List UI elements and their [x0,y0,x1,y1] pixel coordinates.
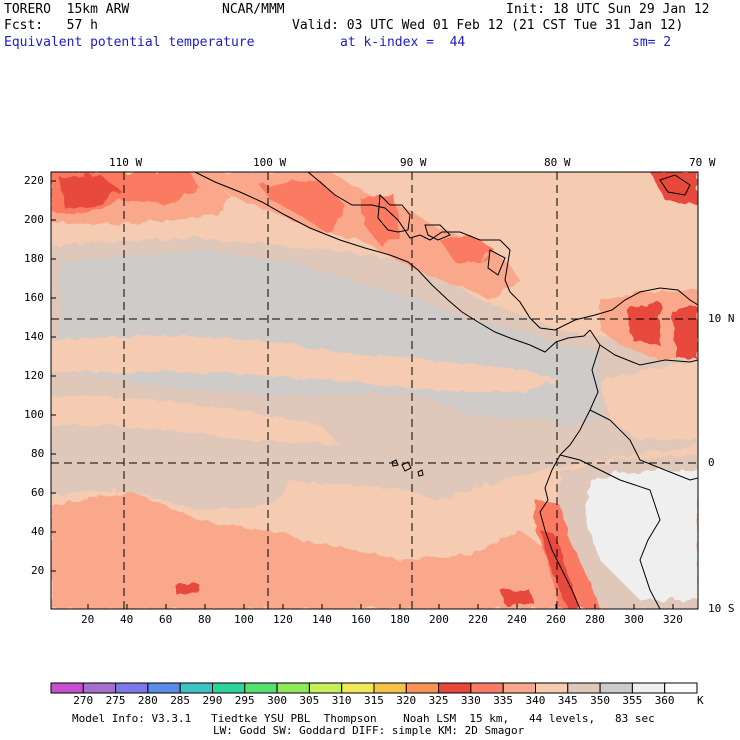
field-name: Equivalent potential temperature [4,35,255,50]
axis-ticks [51,180,674,609]
x-tick: 160 [351,613,371,626]
graticule [51,172,698,609]
legend-units: K [697,694,704,707]
legend-label: 270 [73,694,94,707]
x-tick: 60 [159,613,173,626]
valid-time: Valid: 03 UTC Wed 01 Feb 12 (21 CST Tue … [292,18,684,33]
y-tick: 120 [24,369,44,382]
legend-label: 355 [622,694,643,707]
model-info-line: Model Info: V3.3.1 Tiedtke YSU PBL Thomp… [72,712,655,725]
y-tick: 180 [24,252,44,265]
y-tick: 100 [24,408,44,421]
legend-label: 315 [364,694,384,707]
x-tick: 120 [273,613,293,626]
legend-label: 350 [590,694,610,707]
y-tick: 20 [31,564,45,577]
x-tick: 80 [198,613,212,626]
x-tick: 140 [312,613,332,626]
y-tick: 80 [31,447,45,460]
lon-label-90w: 90 W [400,156,427,169]
lat-label-10s: 10 S [708,602,735,615]
y-tick: 40 [31,525,45,538]
legend-label: 275 [105,694,126,707]
lon-label-110w: 110 W [109,156,143,169]
legend-label: 285 [170,694,191,707]
legend-label: 330 [460,694,481,707]
legend-label: 290 [202,694,223,707]
legend-label: 335 [493,694,514,707]
legend-label: 325 [428,694,449,707]
x-tick: 40 [120,613,134,626]
legend-label: 360 [654,694,675,707]
x-tick: 180 [390,613,410,626]
legend-label: 305 [299,694,320,707]
x-tick: 260 [546,613,566,626]
legend-label: 340 [525,694,546,707]
map-frame [50,171,699,610]
x-tick: 200 [429,613,449,626]
lon-label-80w: 80 W [544,156,571,169]
lat-label-0: 0 [708,456,715,469]
org-label: NCAR/MMM [222,2,285,17]
legend-label: 320 [396,694,417,707]
lat-label-10n: 10 N [708,312,735,325]
legend-label: 295 [234,694,255,707]
y-tick: 140 [24,330,44,343]
smoothing-info: sm= 2 [632,35,672,50]
legend-label: 280 [137,694,158,707]
legend-label: 345 [557,694,578,707]
color-fill-field [51,172,698,609]
y-tick: 220 [24,174,44,187]
lon-label-100w: 100 W [253,156,287,169]
init-time: Init: 18 UTC Sun 29 Jan 12 [506,2,710,17]
level-info: at k-index = 44 [340,35,466,50]
forecast-hour: Fcst: 57 h [4,18,98,33]
x-tick: 280 [585,613,605,626]
x-tick: 240 [507,613,527,626]
x-tick: 320 [663,613,683,626]
x-tick: 300 [624,613,644,626]
model-title: TORERO 15km ARW [4,2,130,17]
y-tick: 200 [24,213,44,226]
y-tick: 60 [31,486,45,499]
x-tick: 220 [468,613,488,626]
legend-label: 300 [267,694,287,707]
physics-info-line: LW: Godd SW: Goddard DIFF: simple KM: 2D… [213,724,525,737]
x-tick: 20 [81,613,95,626]
coastlines [194,172,698,609]
x-tick: 100 [234,613,254,626]
lon-label-70w: 70 W [689,156,716,169]
y-tick: 160 [24,291,44,304]
legend-label: 310 [331,694,352,707]
